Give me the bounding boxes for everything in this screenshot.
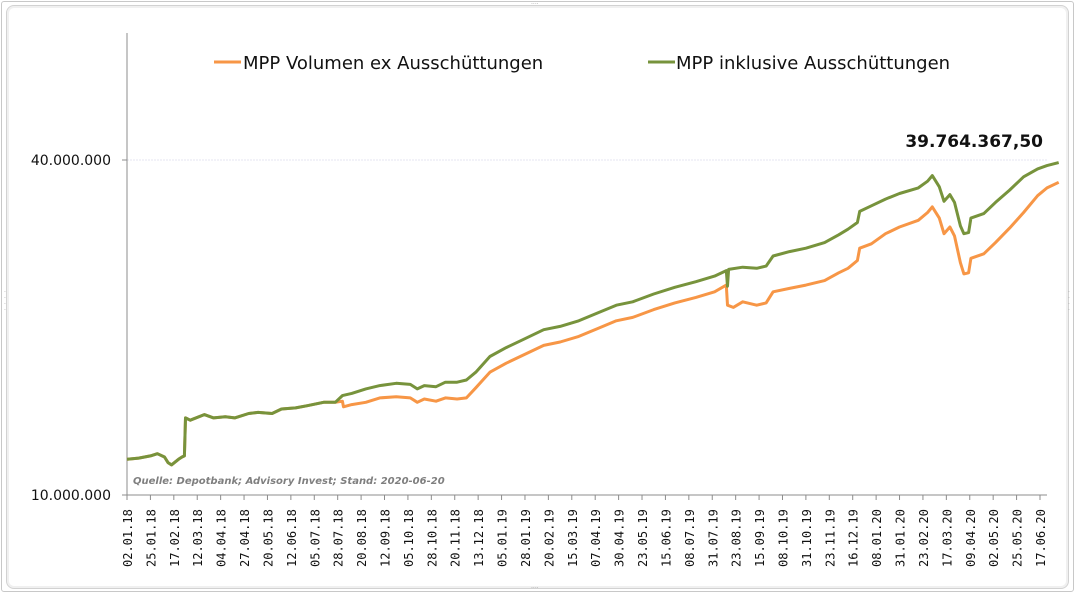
x-tick-label: 20.11.18: [449, 509, 463, 567]
x-tick-label: 05.10.18: [402, 509, 416, 567]
x-tick-label: 28.10.18: [425, 509, 439, 567]
right-resize-handle[interactable]: · · · ·: [1068, 289, 1070, 314]
x-tick-label: 20.08.18: [355, 509, 369, 567]
x-tick-label: 17.02.18: [168, 509, 182, 567]
x-tick-label: 20.02.19: [542, 509, 556, 567]
x-tick-label: 16.12.19: [847, 509, 861, 567]
y-tick-label: 40.000.000: [31, 153, 111, 169]
x-tick-label: 17.06.20: [1034, 509, 1048, 567]
top-resize-handle[interactable]: ····: [531, 1, 539, 8]
series-lines: [126, 161, 1060, 467]
x-tick-label: 15.03.19: [566, 509, 580, 567]
x-tick-label: 09.04.20: [964, 509, 978, 567]
legend: MPP Volumen ex Ausschüttungen MPP inklus…: [214, 53, 950, 74]
x-tick-label: 07.04.19: [589, 509, 603, 567]
x-tick-label: 31.10.19: [800, 509, 814, 567]
series-line-inklusive: [126, 161, 1060, 467]
x-tick-label: 02.01.18: [121, 509, 135, 567]
x-tick-label: 28.01.19: [519, 509, 533, 567]
x-tick-label: 04.04.18: [215, 509, 229, 567]
x-tick-label: 08.07.19: [683, 509, 697, 567]
legend-label-ex: MPP Volumen ex Ausschüttungen: [243, 53, 543, 74]
x-tick-label: 23.05.19: [636, 509, 650, 567]
last-value-annotation: 39.764.367,50: [905, 132, 1043, 152]
bottom-resize-handle[interactable]: ····: [531, 585, 539, 592]
x-tick-label: 25.05.20: [1011, 509, 1025, 567]
x-tick-label: 08.10.19: [776, 509, 790, 567]
legend-item-inklusive[interactable]: MPP inklusive Ausschüttungen: [648, 53, 950, 74]
series-line-ex: [126, 180, 1060, 467]
x-tick-label: 12.09.18: [379, 509, 393, 567]
chart-area-frame: [6, 5, 1069, 589]
x-tick-label: 12.03.18: [191, 509, 205, 567]
x-tick-label: 15.06.19: [659, 509, 673, 567]
y-axis-ticks: 10.000.000 40.000.000: [31, 153, 127, 504]
legend-label-inklusive: MPP inklusive Ausschüttungen: [676, 53, 950, 74]
x-tick-label: 12.06.18: [285, 509, 299, 567]
source-note: Quelle: Depotbank; Advisory Invest; Stan…: [133, 476, 445, 487]
x-tick-label: 02.05.20: [987, 509, 1001, 567]
y-tick-label: 10.000.000: [31, 488, 111, 504]
left-resize-handle[interactable]: · · · ·: [4, 289, 6, 314]
axes: [126, 33, 1047, 496]
x-tick-label: 28.07.18: [332, 509, 346, 567]
x-tick-label: 31.01.20: [894, 509, 908, 567]
x-tick-label: 13.12.18: [472, 509, 486, 567]
x-tick-label: 31.07.19: [706, 509, 720, 567]
x-tick-label: 27.04.18: [238, 509, 252, 567]
x-axis-ticks: 02.01.18 25.01.18 17.02.18 12.03.18 04.04.18…: [121, 495, 1048, 567]
x-tick-label: 05.07.18: [308, 509, 322, 567]
x-tick-label: 25.01.18: [144, 509, 158, 567]
x-tick-label: 15.09.19: [753, 509, 767, 567]
x-tick-label: 23.11.19: [823, 509, 837, 567]
x-tick-label: 23.08.19: [730, 509, 744, 567]
x-tick-label: 05.01.19: [496, 509, 510, 567]
x-tick-label: 20.05.18: [261, 509, 275, 567]
legend-item-ex[interactable]: MPP Volumen ex Ausschüttungen: [214, 53, 543, 74]
x-tick-label: 23.02.20: [917, 509, 931, 567]
x-tick-label: 08.01.20: [870, 509, 884, 567]
x-tick-label: 30.04.19: [613, 509, 627, 567]
x-tick-label: 17.03.20: [940, 509, 954, 567]
